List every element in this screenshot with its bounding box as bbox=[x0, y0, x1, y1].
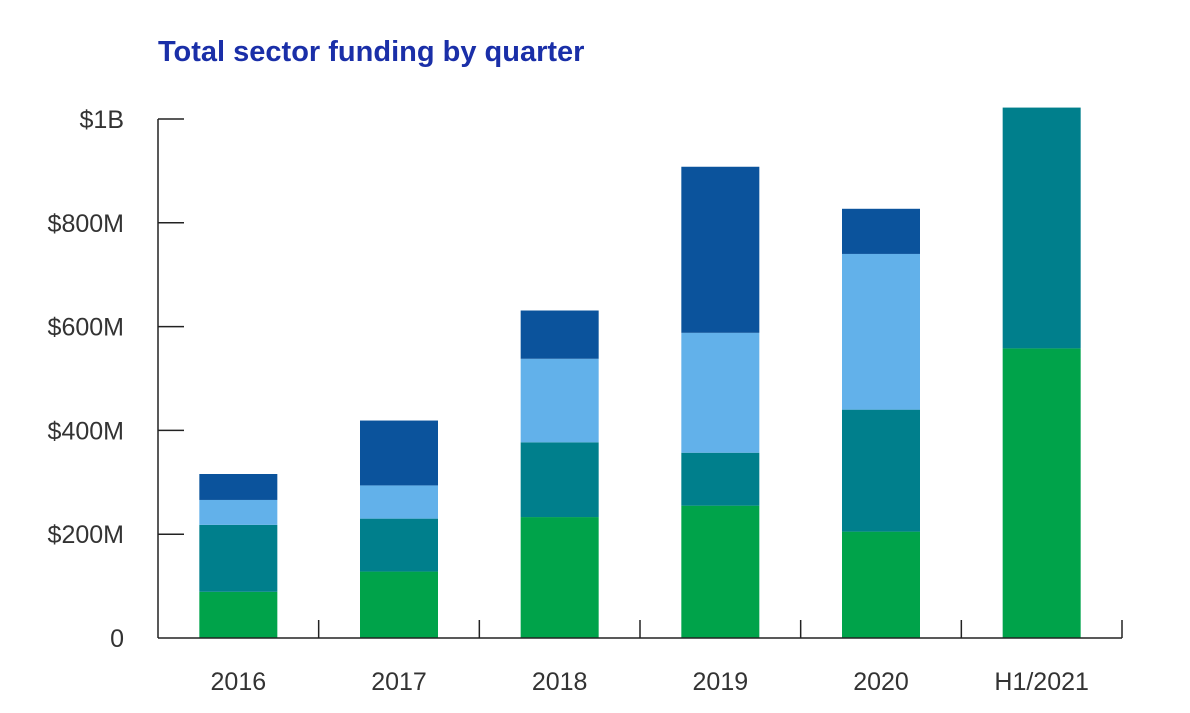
x-tick-label-2: 2018 bbox=[532, 668, 588, 696]
bar-segment-1-1 bbox=[360, 518, 438, 572]
bar-segment-5-1 bbox=[1002, 107, 1081, 349]
axes-layer bbox=[157, 118, 1123, 639]
y-tick-label-5: $1B bbox=[80, 106, 124, 134]
bar-segment-3-3 bbox=[681, 166, 760, 333]
y-tick-label-4: $800M bbox=[48, 210, 124, 238]
bar-segment-3-1 bbox=[681, 452, 760, 506]
bar-segment-2-2 bbox=[520, 358, 599, 443]
bar-segment-4-0 bbox=[842, 531, 920, 638]
bar-segment-4-3 bbox=[842, 208, 920, 254]
y-tick-label-3: $600M bbox=[48, 314, 124, 342]
chart-title: Total sector funding by quarter bbox=[158, 36, 585, 68]
x-tick-label-3: 2019 bbox=[693, 668, 749, 696]
bar-segment-4-2 bbox=[842, 253, 920, 410]
bar-segment-5-0 bbox=[1002, 348, 1081, 638]
bar-segment-0-3 bbox=[199, 474, 278, 500]
y-tick-label-0: 0 bbox=[110, 625, 124, 653]
bars-layer bbox=[199, 107, 1081, 638]
bar-segment-2-3 bbox=[520, 310, 599, 359]
bar-segment-4-1 bbox=[842, 409, 920, 532]
bar-segment-1-2 bbox=[360, 485, 438, 519]
bar-segment-1-3 bbox=[360, 420, 438, 486]
x-tick-label-0: 2016 bbox=[211, 668, 267, 696]
bar-segment-2-0 bbox=[520, 517, 599, 638]
bar-segment-0-1 bbox=[199, 524, 278, 592]
labels-layer: 0 $200M $400M $600M $800M $1B 2016 2017 2018 2019… bbox=[48, 106, 1089, 696]
y-tick-label-2: $400M bbox=[48, 417, 124, 445]
bar-segment-2-1 bbox=[520, 442, 599, 518]
x-tick-label-5: H1/2021 bbox=[994, 668, 1089, 696]
bar-segment-3-2 bbox=[681, 332, 760, 453]
bar-segment-3-0 bbox=[681, 505, 760, 638]
x-tick-label-1: 2017 bbox=[371, 668, 427, 696]
bar-segment-1-0 bbox=[360, 571, 438, 638]
x-tick-label-4: 2020 bbox=[853, 668, 909, 696]
bar-segment-0-0 bbox=[199, 591, 278, 638]
bar-segment-0-2 bbox=[199, 499, 278, 525]
y-tick-label-1: $200M bbox=[48, 521, 124, 549]
